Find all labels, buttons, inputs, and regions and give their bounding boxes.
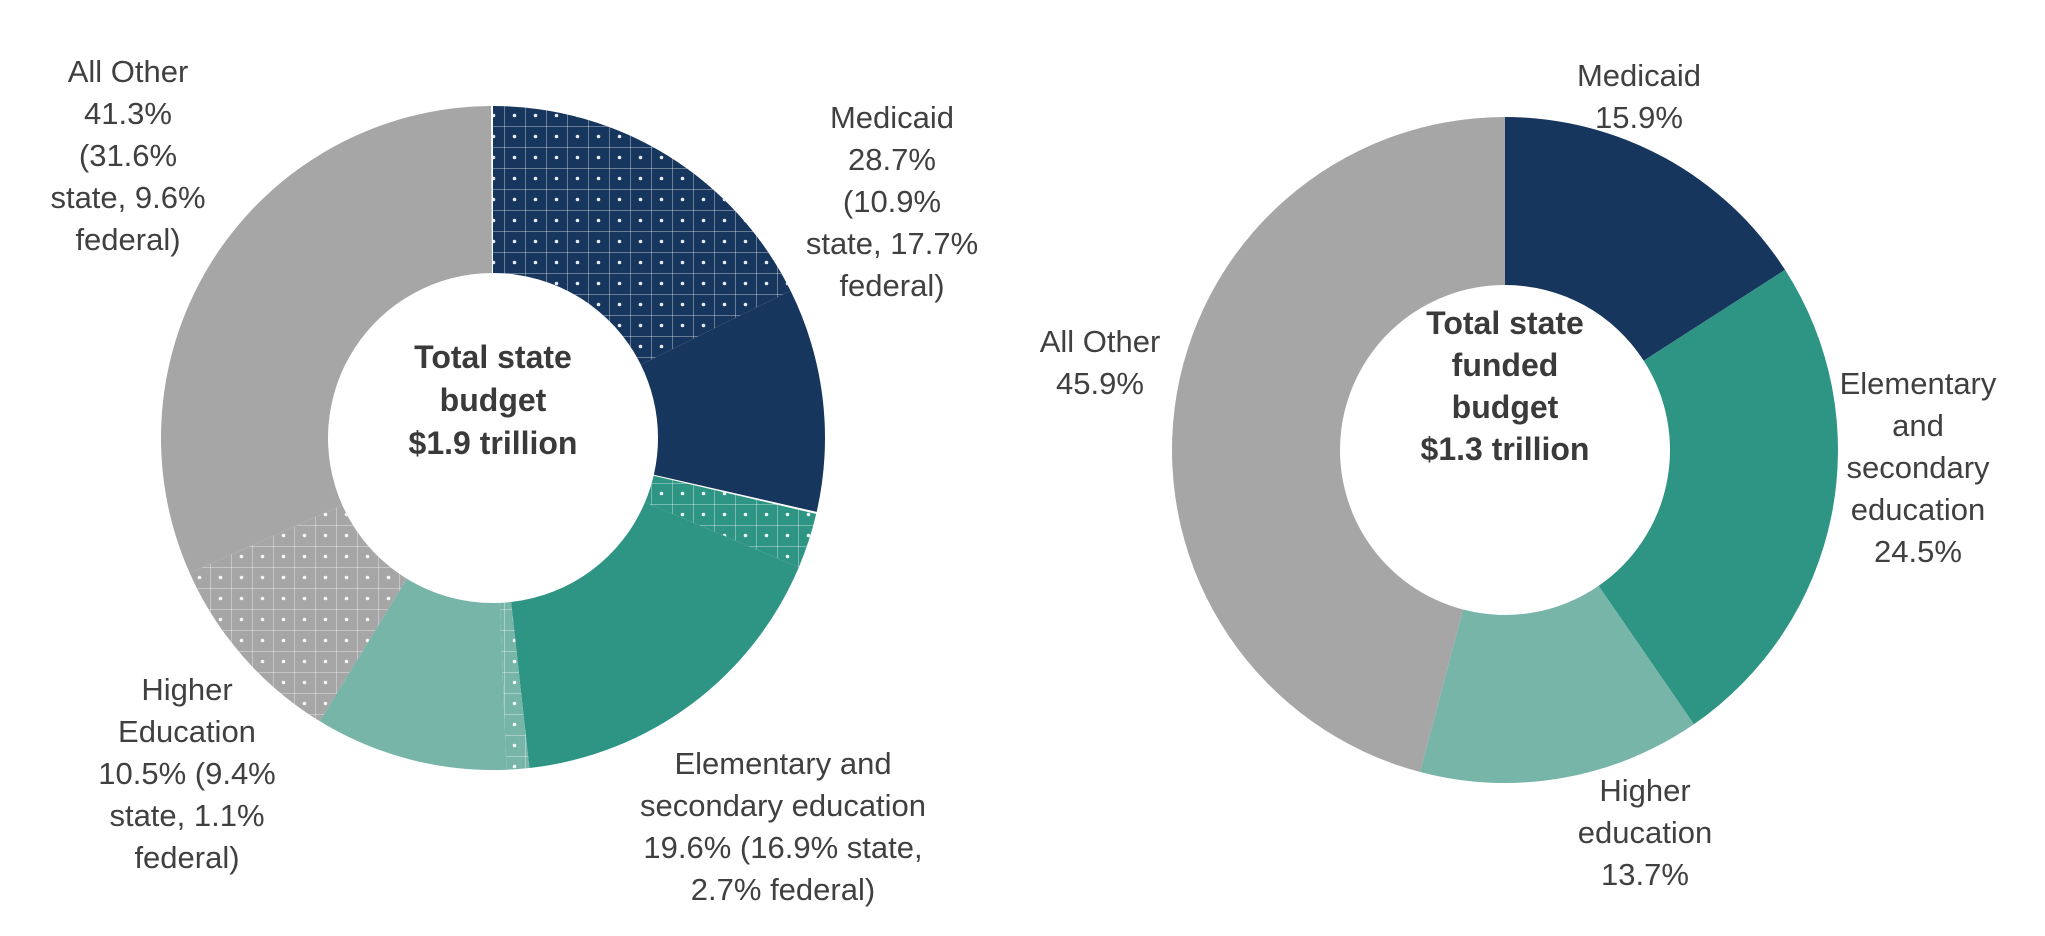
slice-higher-education-state: [319, 578, 507, 770]
slice-medicaid-federal: [493, 106, 791, 365]
slice-medicaid-state: [640, 290, 825, 512]
center-label-line: budget: [1452, 389, 1559, 425]
label-medicaid-line: Medicaid: [830, 100, 954, 135]
label-all-other-line: state, 9.6%: [50, 180, 205, 215]
label-elementary-and-secondary-education-line: 2.7% federal): [691, 872, 875, 907]
slice-elementary-and-secondary-education: [1598, 269, 1838, 725]
label-elementary-and-secondary-education-line: 24.5%: [1874, 534, 1962, 569]
label-elementary-and-secondary-education: Elementary and secondary education 24.5%: [1840, 366, 1997, 569]
label-all-other-line: All Other: [1040, 324, 1161, 359]
slice-medicaid: [1505, 117, 1786, 361]
label-elementary-and-secondary-education-line: Elementary and: [674, 746, 891, 781]
label-all-other-line: federal): [75, 222, 180, 257]
label-all-other-line: (31.6%: [79, 138, 177, 173]
slice-elementary-and-secondary-education-federal: [644, 475, 817, 568]
label-higher-education-line: 13.7%: [1601, 857, 1689, 892]
label-medicaid-line: 15.9%: [1595, 100, 1683, 135]
label-medicaid: Medicaid 15.9%: [1577, 58, 1701, 135]
slice-higher-education: [1420, 585, 1694, 783]
total-state-budget-chart: Medicaid 28.7% (10.9% state, 17.7% federal) E…: [50, 54, 978, 907]
label-elementary-and-secondary-education-line: education: [1851, 492, 1985, 527]
label-medicaid: Medicaid 28.7% (10.9% state, 17.7% federal): [806, 100, 978, 303]
label-medicaid-line: (10.9%: [843, 184, 941, 219]
center-label-line: $1.3 trillion: [1421, 431, 1590, 467]
center-label-line: budget: [440, 382, 547, 418]
center-label: Total state budget $1.9 trillion: [409, 339, 578, 461]
label-all-other-line: All Other: [68, 54, 189, 89]
label-all-other: All Other 41.3% (31.6% state, 9.6% federal): [50, 54, 205, 257]
center-label-line: $1.9 trillion: [409, 425, 578, 461]
label-elementary-and-secondary-education-line: secondary: [1846, 450, 1990, 485]
label-higher-education: Higher Education 10.5% (9.4% state, 1.1% fed…: [98, 672, 276, 875]
center-label: Total state funded budget $1.3 trillion: [1421, 305, 1590, 467]
slice-elementary-and-secondary-education-state: [511, 502, 799, 768]
label-higher-education-line: state, 1.1%: [109, 798, 264, 833]
label-elementary-and-secondary-education-line: secondary education: [640, 788, 926, 823]
label-elementary-and-secondary-education-line: 19.6% (16.9% state,: [643, 830, 922, 865]
label-all-other-line: 45.9%: [1056, 366, 1144, 401]
label-higher-education-line: Higher: [1599, 773, 1690, 808]
label-higher-education: Higher education 13.7%: [1578, 773, 1712, 892]
label-higher-education-line: 10.5% (9.4%: [98, 756, 276, 791]
label-elementary-and-secondary-education-line: and: [1892, 408, 1944, 443]
slice-all-other-federal: [189, 505, 407, 722]
label-all-other: All Other 45.9%: [1040, 324, 1161, 401]
label-higher-education-line: federal): [134, 840, 239, 875]
slice-all-other: [1172, 117, 1505, 773]
slice-higher-education-federal: [499, 602, 530, 770]
center-label-line: Total state: [1426, 305, 1584, 341]
center-label-line: Total state: [414, 339, 572, 375]
label-all-other-line: 41.3%: [84, 96, 172, 131]
label-medicaid-line: state, 17.7%: [806, 226, 978, 261]
label-elementary-and-secondary-education: Elementary and secondary education 19.6% (…: [640, 746, 926, 907]
center-label-line: funded: [1452, 347, 1559, 383]
slice-all-other-state: [161, 106, 492, 574]
label-higher-education-line: Higher: [141, 672, 232, 707]
label-medicaid-line: Medicaid: [1577, 58, 1701, 93]
label-elementary-and-secondary-education-line: Elementary: [1840, 366, 1997, 401]
label-medicaid-line: 28.7%: [848, 142, 936, 177]
label-higher-education-line: education: [1578, 815, 1712, 850]
label-medicaid-line: federal): [839, 268, 944, 303]
label-higher-education-line: Education: [118, 714, 256, 749]
state-funded-budget-chart: Medicaid 15.9% Elementary and secondary educa…: [1040, 58, 1997, 892]
